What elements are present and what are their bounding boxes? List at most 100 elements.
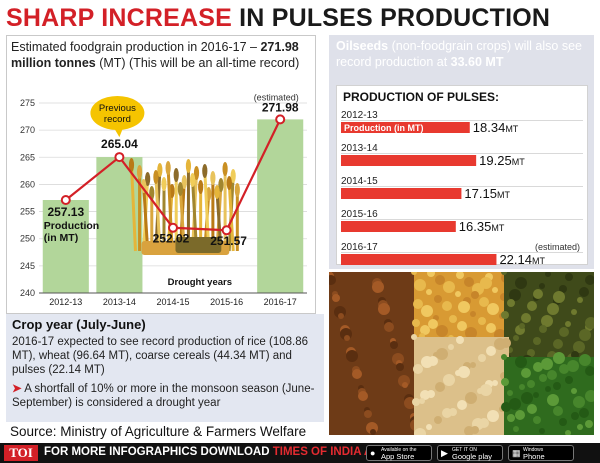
apple-icon: ●: [370, 448, 376, 458]
grain-head: [185, 159, 192, 173]
pulse-grain: [559, 418, 567, 426]
pulse-grain: [513, 426, 519, 432]
pulse-grain: [547, 370, 557, 380]
data-point: [275, 114, 286, 125]
pulse-grain: [519, 323, 525, 329]
pulse-grain: [471, 426, 479, 434]
pulse-grain: [470, 362, 476, 368]
pulses-bar: [341, 155, 477, 166]
grain-illustration: [128, 158, 240, 255]
pulse-grain: [553, 339, 563, 349]
grain-head: [214, 185, 220, 199]
pulse-grain: [390, 341, 398, 349]
previous-record-text: record: [104, 114, 131, 125]
pulses-value-label: 19.25MT: [479, 153, 525, 168]
pulse-grain: [492, 287, 498, 293]
grain-head: [193, 166, 200, 180]
pulses-value-label: 16.35MT: [459, 219, 505, 234]
pulse-grain: [436, 348, 448, 360]
grain-head: [198, 180, 204, 194]
crop-year-panel: Crop year (July-June) 2016-17 expected t…: [6, 314, 324, 422]
bubble-pointer: [113, 127, 124, 138]
pulse-grain: [553, 406, 563, 416]
oilseeds-rest: (non-foodgrain crops) will also see reco…: [336, 39, 582, 69]
pulse-grain: [478, 354, 486, 362]
pulse-grain: [346, 350, 358, 362]
pulses-year-label: 2014-15: [341, 176, 378, 187]
pulse-grain: [479, 418, 489, 428]
pulse-grain: [428, 356, 438, 366]
app-store-label: App Store: [381, 452, 415, 461]
pulse-grain: [553, 382, 561, 390]
drought-note: ➤ A shortfall of 10% or more in the mons…: [12, 382, 320, 410]
pulse-grain: [553, 291, 565, 303]
pulse-grain: [478, 317, 486, 325]
pulse-grain: [332, 294, 340, 302]
x-tick-label: 2015-16: [210, 297, 243, 307]
windows-phone-badge[interactable]: ▦ Windows Phone: [508, 445, 574, 461]
pulse-grain: [577, 297, 583, 303]
pulse-grain: [358, 391, 368, 401]
pulse-grain: [547, 394, 559, 406]
pulse-grain: [492, 380, 498, 386]
value-label: 252.02: [153, 232, 190, 246]
value-label: 257.13: [47, 205, 84, 219]
grain-stalk: [142, 185, 150, 252]
pulse-grain: [487, 303, 499, 315]
pulse-grain: [413, 299, 423, 309]
pulse-grain: [507, 299, 515, 307]
photo-region: [329, 272, 419, 435]
source-line: Source: Ministry of Agriculture & Farmer…: [10, 424, 307, 439]
value-label: 251.57: [210, 234, 247, 248]
pulse-grain: [486, 323, 496, 333]
grain-head: [136, 165, 143, 179]
app-store-badge[interactable]: ● Available on the App Store: [366, 445, 432, 461]
data-point: [60, 195, 71, 206]
drought-years-label: Drought years: [168, 277, 232, 288]
pulse-grain: [527, 301, 537, 311]
pulse-grain: [364, 410, 372, 418]
pulse-grain: [515, 277, 527, 289]
pulse-grain: [553, 352, 565, 364]
pulse-grain: [411, 272, 417, 275]
pulse-grain: [413, 364, 423, 374]
pulse-grain: [411, 334, 417, 340]
pulse-grain: [435, 382, 445, 392]
pulse-grain: [513, 335, 519, 341]
area-bar: [257, 119, 304, 293]
previous-record-bubble: [90, 96, 145, 130]
pulse-grain: [539, 283, 545, 289]
pulse-grain: [449, 315, 457, 323]
google-play-badge[interactable]: ▶ GET IT ON Google play: [437, 445, 503, 461]
oilseeds-text: Oilseeds (non-foodgrain crops) will also…: [336, 38, 591, 70]
google-label: Google play: [452, 452, 493, 461]
pulse-grain: [585, 275, 594, 285]
pulse-grain: [456, 336, 464, 344]
pulse-grain: [565, 376, 573, 384]
pulse-grain: [486, 346, 496, 356]
pulse-grain: [465, 327, 477, 339]
pulse-grain: [577, 424, 583, 430]
pulse-grain: [539, 374, 547, 382]
toi-logo: TOI: [4, 445, 38, 461]
pulse-grain: [501, 311, 509, 319]
pulse-grain: [527, 349, 535, 357]
pulse-grain: [456, 272, 464, 279]
pulse-grain: [571, 388, 577, 394]
pulses-year-label: 2012-13: [341, 110, 378, 121]
intro-line1-bold: 271.98: [260, 40, 299, 54]
grain-head: [177, 182, 183, 196]
y-tick-label: 275: [20, 98, 35, 108]
pulse-grain: [419, 398, 425, 404]
pulse-grain: [585, 420, 593, 428]
pulse-grain: [559, 327, 569, 337]
pulse-grain: [434, 295, 442, 303]
pulse-grain: [329, 275, 336, 285]
footer-text-app: TIMES OF INDIA APP: [272, 446, 388, 458]
drought-note-text: A shortfall of 10% or more in the monsoo…: [12, 383, 315, 409]
pulse-grain: [507, 414, 515, 422]
pulse-grain: [414, 428, 426, 435]
oilseeds-panel: Oilseeds (non-foodgrain crops) will also…: [329, 35, 594, 269]
windows-icon: ▦: [512, 448, 521, 458]
value-label: 271.98: [262, 100, 299, 114]
